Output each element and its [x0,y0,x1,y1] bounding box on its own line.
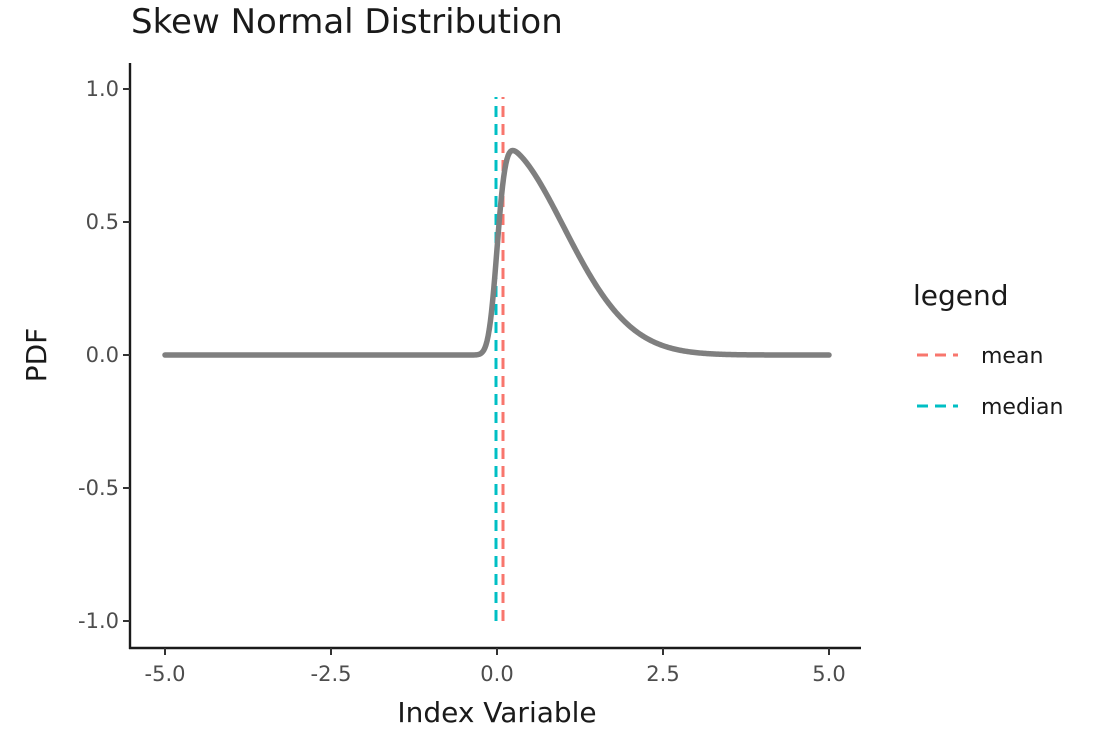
x-tick-label: -5.0 [145,662,186,686]
y-tick-label: -1.0 [78,609,119,633]
x-tick-label: -2.5 [311,662,352,686]
legend-label-median: median [981,395,1063,420]
y-tick-label: 1.0 [86,77,119,101]
x-tick-label: 5.0 [812,662,845,686]
legend: legend mean median [913,279,1063,420]
legend-label-mean: mean [981,344,1043,369]
density-curve [162,147,832,358]
series-lines [162,147,832,358]
y-tick-label: -0.5 [78,476,119,500]
y-axis-title: PDF [20,328,53,383]
x-axis-title: Index Variable [397,696,596,729]
x-ticks: -5.0 -2.5 0.0 2.5 5.0 [145,648,846,686]
y-tick-label: 0.0 [86,343,119,367]
x-tick-label: 2.5 [646,662,679,686]
legend-title: legend [913,279,1009,312]
y-tick-label: 0.5 [86,210,119,234]
y-ticks: -1.0 -0.5 0.0 0.5 1.0 [78,77,130,633]
x-tick-label: 0.0 [480,662,513,686]
chart-title: Skew Normal Distribution [131,2,563,42]
